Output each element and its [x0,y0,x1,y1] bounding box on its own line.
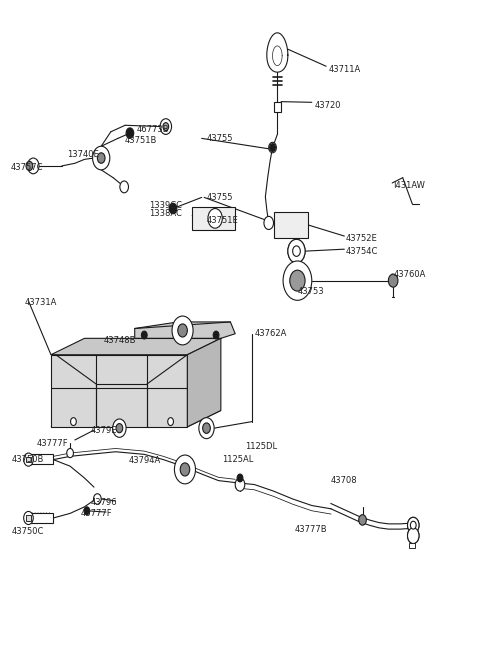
Circle shape [269,143,276,153]
Circle shape [178,324,187,337]
Text: 43731A: 43731A [24,298,57,307]
Text: 13740E: 13740E [67,150,98,158]
Circle shape [160,119,171,135]
Text: 43777F: 43777F [36,439,68,447]
Circle shape [116,424,123,433]
Circle shape [270,144,276,152]
Polygon shape [187,338,221,427]
Circle shape [235,478,245,491]
Circle shape [180,463,190,476]
Text: 43796: 43796 [91,498,117,507]
Bar [25,457,31,463]
Text: 46773B: 46773B [137,125,170,133]
Circle shape [67,449,73,458]
Circle shape [410,521,416,529]
Text: 1338AC: 1338AC [149,209,182,217]
Circle shape [93,147,110,170]
Circle shape [174,455,195,484]
Text: 43755: 43755 [206,134,233,143]
Polygon shape [51,411,221,427]
Text: 43752E: 43752E [345,233,377,242]
Bar [30,512,53,522]
Circle shape [113,419,126,438]
Circle shape [359,514,366,525]
Circle shape [208,208,222,228]
Circle shape [283,261,312,300]
Circle shape [84,507,90,514]
Polygon shape [135,322,235,338]
Bar [25,515,31,520]
Polygon shape [51,355,187,427]
Text: 1339CC: 1339CC [149,201,182,210]
Bar [30,455,53,464]
Text: 43777B: 43777B [295,526,328,534]
Text: 43750C: 43750C [11,527,44,536]
Text: 43755: 43755 [206,193,233,202]
Circle shape [126,128,134,139]
Circle shape [142,331,147,339]
Text: 43762A: 43762A [254,329,287,338]
Circle shape [264,216,274,229]
Circle shape [168,418,173,426]
Circle shape [163,123,168,131]
Polygon shape [51,338,221,355]
Bar [274,102,281,112]
Text: 43720: 43720 [314,101,341,110]
Text: 43750B: 43750B [11,455,44,464]
Circle shape [27,158,39,173]
Circle shape [213,331,219,339]
Circle shape [94,493,101,504]
Circle shape [199,418,214,439]
Text: 43751B: 43751B [124,137,156,145]
Text: 43711A: 43711A [328,65,361,74]
Text: 43708: 43708 [331,476,358,485]
Circle shape [120,181,129,193]
Text: 43760A: 43760A [393,270,426,279]
Circle shape [71,418,76,426]
Circle shape [26,162,33,171]
Circle shape [290,270,305,291]
Circle shape [293,246,300,256]
Bar [409,543,415,548]
Text: 43757C: 43757C [10,163,43,171]
Text: 43777F: 43777F [81,509,113,518]
Text: 43794A: 43794A [129,457,161,465]
Text: 43748B: 43748B [104,336,136,345]
Circle shape [24,453,33,466]
Circle shape [408,517,419,533]
Text: 1125DL: 1125DL [245,442,277,451]
Circle shape [203,423,210,434]
Text: 4379E: 4379E [91,426,117,435]
Text: 43753: 43753 [298,287,324,296]
Circle shape [288,239,305,263]
Circle shape [97,153,105,164]
Text: 43751E: 43751E [206,215,238,225]
Circle shape [408,528,419,543]
Circle shape [24,511,33,524]
Circle shape [388,274,398,287]
Circle shape [237,474,243,482]
Bar [275,212,308,238]
Text: 43754C: 43754C [345,246,378,256]
Circle shape [172,316,193,345]
Text: I431AW: I431AW [393,181,425,190]
Circle shape [169,203,177,214]
Bar [192,207,235,230]
Text: 1125AL: 1125AL [222,455,253,464]
